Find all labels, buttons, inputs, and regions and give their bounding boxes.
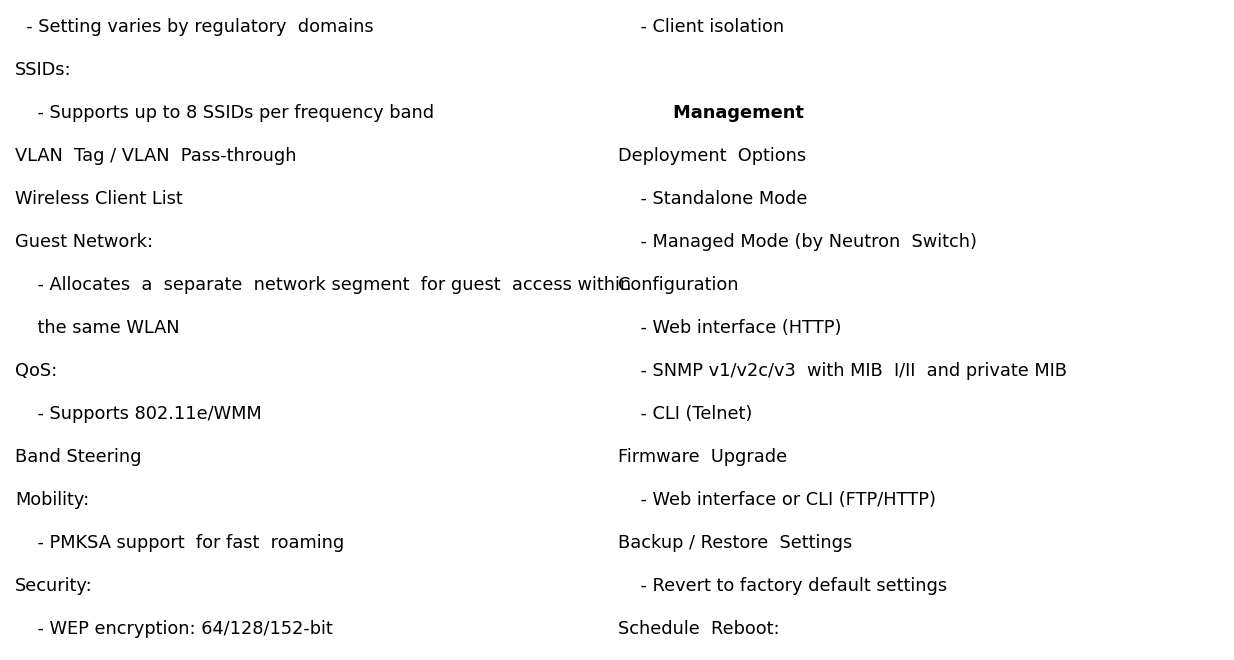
Text: the same WLAN: the same WLAN xyxy=(15,319,179,337)
Text: Schedule  Reboot:: Schedule Reboot: xyxy=(618,620,780,638)
Text: - Web interface or CLI (FTP/HTTP): - Web interface or CLI (FTP/HTTP) xyxy=(618,491,937,509)
Text: - Allocates  a  separate  network segment  for guest  access within: - Allocates a separate network segment f… xyxy=(15,276,631,294)
Text: Security:: Security: xyxy=(15,577,93,595)
Text: - SNMP v1/v2c/v3  with MIB  I/II  and private MIB: - SNMP v1/v2c/v3 with MIB I/II and priva… xyxy=(618,362,1067,380)
Text: - Supports up to 8 SSIDs per frequency band: - Supports up to 8 SSIDs per frequency b… xyxy=(15,104,434,122)
Text: VLAN  Tag / VLAN  Pass-through: VLAN Tag / VLAN Pass-through xyxy=(15,147,296,165)
Text: Firmware  Upgrade: Firmware Upgrade xyxy=(618,448,787,466)
Text: - Client isolation: - Client isolation xyxy=(618,18,784,36)
Text: - Setting varies by regulatory  domains: - Setting varies by regulatory domains xyxy=(15,18,374,36)
Text: Management: Management xyxy=(618,104,803,122)
Text: Guest Network:: Guest Network: xyxy=(15,233,153,251)
Text: Backup / Restore  Settings: Backup / Restore Settings xyxy=(618,534,853,552)
Text: - Revert to factory default settings: - Revert to factory default settings xyxy=(618,577,948,595)
Text: Band Steering: Band Steering xyxy=(15,448,142,466)
Text: - Web interface (HTTP): - Web interface (HTTP) xyxy=(618,319,842,337)
Text: - Standalone Mode: - Standalone Mode xyxy=(618,190,807,208)
Text: - Managed Mode (by Neutron  Switch): - Managed Mode (by Neutron Switch) xyxy=(618,233,977,251)
Text: Deployment  Options: Deployment Options xyxy=(618,147,806,165)
Text: Wireless Client List: Wireless Client List xyxy=(15,190,183,208)
Text: Configuration: Configuration xyxy=(618,276,738,294)
Text: Mobility:: Mobility: xyxy=(15,491,89,509)
Text: - CLI (Telnet): - CLI (Telnet) xyxy=(618,405,753,423)
Text: - WEP encryption: 64/128/152-bit: - WEP encryption: 64/128/152-bit xyxy=(15,620,333,638)
Text: - Supports 802.11e/WMM: - Supports 802.11e/WMM xyxy=(15,405,262,423)
Text: - PMKSA support  for fast  roaming: - PMKSA support for fast roaming xyxy=(15,534,344,552)
Text: QoS:: QoS: xyxy=(15,362,57,380)
Text: SSIDs:: SSIDs: xyxy=(15,61,72,79)
